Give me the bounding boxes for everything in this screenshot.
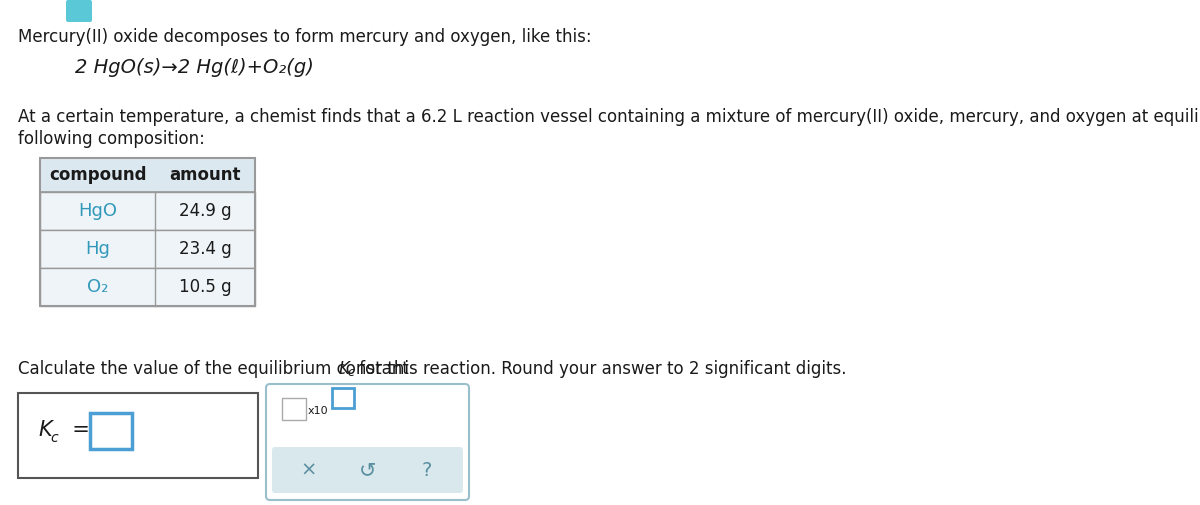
- Text: 23.4 g: 23.4 g: [179, 240, 232, 258]
- Bar: [90, 413, 132, 448]
- FancyBboxPatch shape: [266, 384, 469, 500]
- Bar: [40, 158, 256, 192]
- Bar: [40, 230, 256, 268]
- Text: Calculate the value of the equilibrium constant: Calculate the value of the equilibrium c…: [18, 360, 414, 378]
- Bar: [332, 388, 354, 408]
- Text: c: c: [347, 366, 354, 379]
- FancyBboxPatch shape: [66, 0, 92, 22]
- Text: K: K: [38, 421, 52, 440]
- Text: c: c: [50, 431, 58, 445]
- Text: ?: ?: [421, 461, 432, 480]
- Text: 2 HgO(s)→2 Hg(ℓ)+O₂(g): 2 HgO(s)→2 Hg(ℓ)+O₂(g): [74, 58, 314, 77]
- Bar: [282, 398, 306, 420]
- Text: compound: compound: [49, 166, 146, 184]
- Text: x10: x10: [308, 406, 329, 416]
- Text: ↺: ↺: [359, 460, 377, 480]
- Text: following composition:: following composition:: [18, 130, 205, 148]
- Text: ×: ×: [300, 461, 317, 480]
- Text: 24.9 g: 24.9 g: [179, 202, 232, 220]
- Text: =: =: [59, 421, 90, 440]
- Text: Hg: Hg: [85, 240, 110, 258]
- Text: K: K: [338, 360, 349, 378]
- Text: Mercury(II) oxide decomposes to form mercury and oxygen, like this:: Mercury(II) oxide decomposes to form mer…: [18, 28, 592, 46]
- Text: 10.5 g: 10.5 g: [179, 278, 232, 296]
- Text: At a certain temperature, a chemist finds that a 6.2 L reaction vessel containin: At a certain temperature, a chemist find…: [18, 108, 1200, 126]
- Text: HgO: HgO: [78, 202, 118, 220]
- FancyBboxPatch shape: [272, 447, 463, 493]
- Bar: [40, 192, 256, 230]
- Bar: [40, 268, 256, 306]
- Bar: [40, 158, 256, 306]
- Text: for this reaction. Round your answer to 2 significant digits.: for this reaction. Round your answer to …: [354, 360, 846, 378]
- Text: amount: amount: [169, 166, 241, 184]
- Text: O₂: O₂: [86, 278, 108, 296]
- Bar: [18, 393, 258, 478]
